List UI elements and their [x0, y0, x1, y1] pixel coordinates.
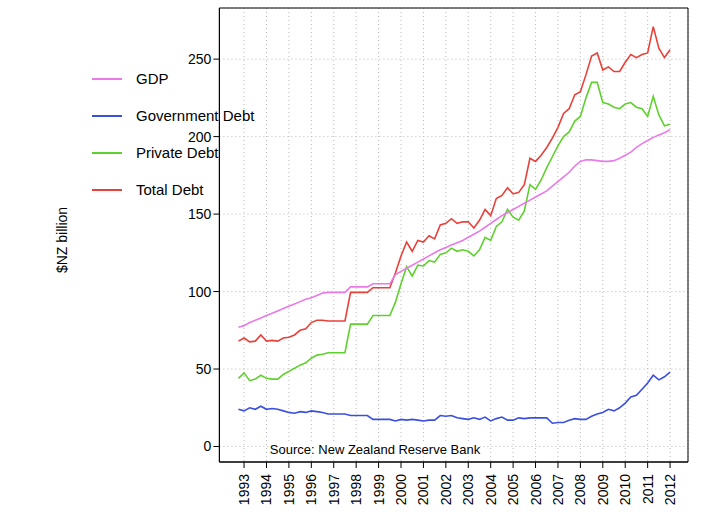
svg-text:50: 50: [196, 361, 212, 377]
svg-text:2004: 2004: [483, 474, 499, 505]
html-text:Source: New Zealand Reserve Ba: Source: New Zealand Reserve Bank: [269, 441, 481, 457]
svg-text:2001: 2001: [415, 474, 431, 505]
html-text:GDP: GDP: [136, 70, 169, 87]
svg-text:200: 200: [188, 129, 212, 145]
svg-text:1995: 1995: [281, 474, 297, 505]
svg-text:2012: 2012: [662, 474, 678, 505]
html-text:Total Debt: Total Debt: [136, 181, 204, 198]
svg-text:1998: 1998: [348, 474, 364, 505]
svg-text:2002: 2002: [438, 474, 454, 505]
svg-text:1996: 1996: [303, 474, 319, 505]
svg-text:0: 0: [204, 438, 212, 454]
svg-text:150: 150: [188, 206, 212, 222]
svg-text:2011: 2011: [640, 474, 656, 504]
svg-text:2005: 2005: [505, 474, 521, 505]
svg-text:1993: 1993: [236, 474, 252, 505]
svg-text:2006: 2006: [528, 474, 544, 505]
svg-text:2003: 2003: [460, 474, 476, 505]
svg-text:2009: 2009: [595, 474, 611, 505]
html-text:Private Debt: Private Debt: [136, 144, 219, 161]
html-text:$NZ billion: $NZ billion: [54, 206, 70, 274]
svg-text:2007: 2007: [550, 474, 566, 505]
svg-text:100: 100: [188, 284, 212, 300]
svg-text:2000: 2000: [393, 474, 409, 505]
svg-text:1997: 1997: [326, 474, 342, 505]
svg-text:1994: 1994: [258, 474, 274, 505]
svg-text:2010: 2010: [617, 474, 633, 505]
svg-text:2008: 2008: [572, 474, 588, 505]
html-text:Government Debt: Government Debt: [136, 107, 255, 124]
svg-text:250: 250: [188, 51, 212, 67]
svg-text:1999: 1999: [371, 474, 387, 505]
